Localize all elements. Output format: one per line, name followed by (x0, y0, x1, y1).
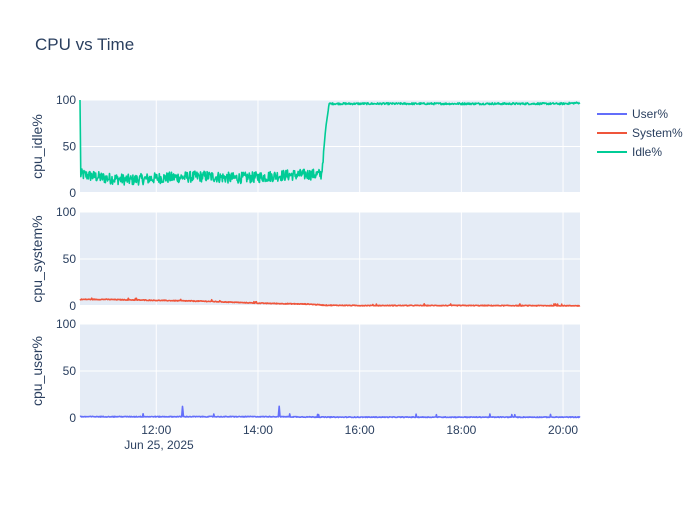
y-tick-label: 100 (56, 205, 76, 219)
y-tick-label: 50 (63, 252, 77, 266)
x-tick-label: 16:00 (345, 423, 375, 437)
y-axis-title: cpu_system% (29, 215, 45, 302)
x-tick-label: 12:00 (141, 423, 171, 437)
panels-layer: 0 50 100 cpu_idle% 0 50 100 cpu_system% 0 50 100 cp… (29, 93, 581, 437)
chart-title: CPU vs Time (35, 35, 134, 54)
x-tick-label: 20:00 (548, 423, 578, 437)
panel-user: 0 50 100 cpu_user% (29, 317, 581, 425)
legend-item: User% (597, 107, 668, 121)
series-line-system (79, 297, 581, 307)
y-tick-label: 100 (56, 317, 76, 331)
panel-idle: 0 50 100 cpu_idle% (29, 93, 581, 200)
x-tick-label: 14:00 (243, 423, 273, 437)
series-line-idle (79, 99, 581, 186)
y-tick-label: 0 (69, 299, 76, 313)
legend-item: System% (597, 126, 683, 140)
y-axis-title: cpu_idle% (29, 114, 45, 179)
series-line-user (79, 405, 581, 419)
x-tick-label: 18:00 (446, 423, 476, 437)
legend-label: User% (632, 107, 668, 121)
y-axis-title: cpu_user% (29, 336, 45, 406)
y-tick-label: 50 (63, 364, 77, 378)
panel-system: 0 50 100 cpu_system% (29, 205, 581, 313)
y-tick-label: 50 (63, 140, 77, 154)
y-tick-label: 0 (69, 411, 76, 425)
y-tick-label: 0 (69, 186, 76, 200)
x-date-label: Jun 25, 2025 (124, 438, 194, 452)
y-tick-label: 100 (56, 93, 76, 107)
legend-label: System% (632, 126, 683, 140)
legend-label: Idle% (632, 145, 662, 159)
legend-item: Idle% (597, 145, 662, 159)
legend: User% System% Idle% (597, 107, 683, 159)
